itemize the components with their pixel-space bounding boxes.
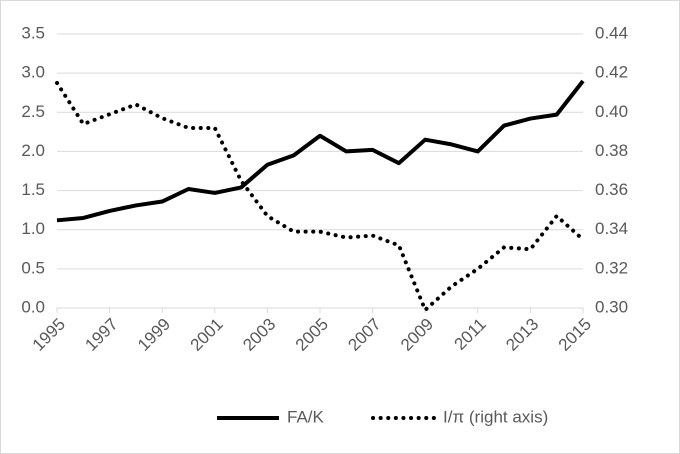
y2-tick-label: 0.38 [595,141,628,160]
y2-tick-label: 0.40 [595,102,628,121]
y-tick-label: 3.0 [21,63,45,82]
y-tick-label: 1.0 [21,219,45,238]
series-line [56,79,585,223]
y2-tick-label: 0.30 [595,297,628,316]
legend-label: FA/K [287,407,325,426]
y-tick-label: 2.0 [21,141,45,160]
y2-tick-label: 0.32 [595,258,628,277]
y-tick-label: 0.5 [21,258,45,277]
series-line [55,80,585,312]
y-tick-label: 0.0 [21,297,45,316]
y-tick-label: 3.5 [21,23,45,42]
legend-label: I/π (right axis) [443,407,548,426]
y2-tick-label: 0.44 [595,23,628,42]
y2-tick-label: 0.36 [595,180,628,199]
y-tick-label: 1.5 [21,180,45,199]
y-tick-label: 2.5 [21,102,45,121]
y2-tick-label: 0.42 [595,63,628,82]
y2-tick-label: 0.34 [595,219,628,238]
